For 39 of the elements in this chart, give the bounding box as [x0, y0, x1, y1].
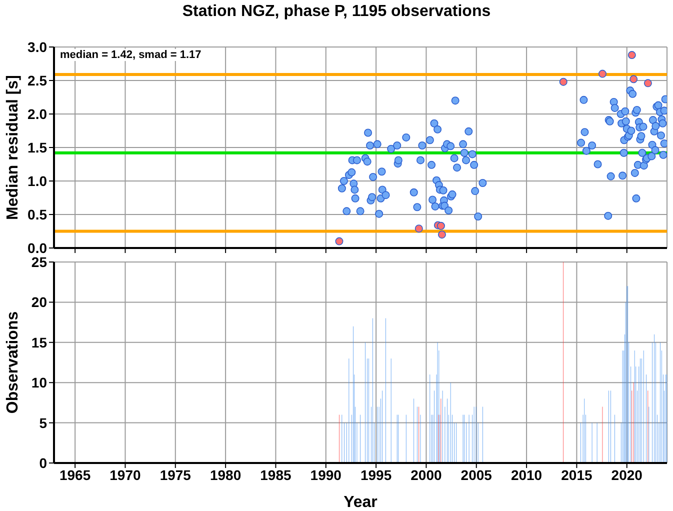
x-tick-label: 1995: [360, 466, 392, 483]
y-tick-label: 20: [31, 294, 48, 310]
y-tick-label: 25: [31, 254, 48, 270]
point: [598, 70, 606, 78]
x-tick-label: 1975: [160, 466, 192, 483]
x-tick-label: 1970: [110, 466, 142, 483]
point: [559, 78, 568, 86]
x-tick-label: 2015: [561, 466, 592, 483]
y-tick-label: 10: [31, 374, 48, 391]
y-tick-label: 0.0: [28, 240, 48, 256]
y-tick-label: 15: [31, 334, 48, 350]
y-tick-label: 1.0: [28, 172, 48, 189]
y-axis-title: Observations: [4, 311, 22, 414]
y-tick-label: 0.5: [28, 206, 48, 222]
annotation: median = 1.42, smad = 1.17: [60, 49, 202, 61]
x-axis-title: Year: [344, 494, 378, 511]
x-tick-label: 2005: [460, 466, 492, 483]
point: [438, 230, 446, 239]
point: [414, 224, 423, 233]
chart-title: Station NGZ, phase P, 1195 observations: [181, 3, 492, 21]
y-tick-label: 2.0: [28, 106, 48, 122]
y-tick-label: 0: [39, 454, 48, 471]
y-tick-label: 2.5: [28, 72, 48, 88]
y-tick-label: 5: [39, 414, 48, 431]
y-axis-title: Median residual [s]: [4, 75, 22, 220]
x-tick-label: 1985: [260, 466, 292, 483]
point: [335, 237, 344, 246]
x-tick-label: 1980: [210, 466, 242, 483]
x-tick-label: 2020: [611, 466, 643, 483]
point: [436, 222, 445, 230]
y-tick-label: 3.0: [28, 38, 48, 55]
point: [644, 79, 652, 88]
x-tick-label: 1990: [310, 466, 342, 483]
point: [630, 75, 638, 84]
point: [628, 51, 636, 60]
x-tick-label: 1965: [59, 466, 91, 483]
x-tick-label: 2010: [510, 466, 542, 483]
x-tick-label: 2000: [410, 466, 442, 483]
y-tick-label: 1.5: [28, 139, 48, 156]
